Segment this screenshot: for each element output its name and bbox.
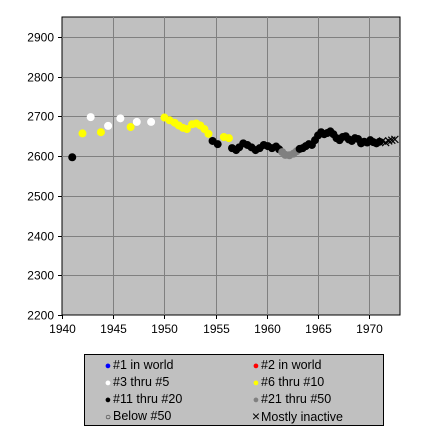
legend-item-top6_10: ● #6 thru #10 xyxy=(251,374,325,390)
data-point-top6_10 xyxy=(126,123,135,132)
x-tick-label: 1965 xyxy=(305,322,332,336)
y-tick-label: 2600 xyxy=(27,150,54,164)
legend-label: #6 thru #10 xyxy=(261,375,325,389)
legend-item-top3_5: ● #3 thru #5 xyxy=(103,374,170,390)
x-tick-label: 1960 xyxy=(254,322,281,336)
x-tick-label: 1945 xyxy=(100,322,127,336)
legend-item-top21_50: ● #21 thru #50 xyxy=(251,391,332,407)
data-point-top6_10 xyxy=(182,125,191,134)
y-tick-label: 2800 xyxy=(27,71,54,85)
data-point-top11_20 xyxy=(68,153,77,162)
plot-area xyxy=(61,16,401,316)
legend-item-top11_20: ● #11 thru #20 xyxy=(103,391,183,407)
legend-item-below50: ○ Below #50 xyxy=(103,408,171,424)
legend-label: #11 thru #20 xyxy=(113,392,183,406)
data-point-top6_10 xyxy=(96,128,105,137)
y-tick-label: 2200 xyxy=(27,309,54,323)
data-point-top6_10 xyxy=(78,129,87,138)
data-point-top3_5 xyxy=(104,121,113,130)
legend: ● #1 in world ● #2 in world ● #3 thru #5 ● #6 t… xyxy=(84,354,384,426)
y-tick-label: 2900 xyxy=(27,31,54,45)
legend-marker: × xyxy=(251,408,261,424)
data-point-top3_5 xyxy=(147,117,156,126)
data-point-top6_10 xyxy=(204,129,213,138)
data-point-top6_10 xyxy=(224,134,233,143)
legend-marker: ● xyxy=(104,360,112,372)
legend-marker: ● xyxy=(252,394,260,406)
y-tick-label: 2500 xyxy=(27,190,54,204)
y-tick-label: 2700 xyxy=(27,110,54,124)
legend-marker: ● xyxy=(104,377,112,389)
legend-label: #1 in world xyxy=(113,358,174,372)
legend-marker: ● xyxy=(252,377,260,389)
data-point-top11_20 xyxy=(213,140,222,149)
x-axis: 1940 1945 1950 1955 1960 1965 1970 xyxy=(49,315,383,336)
data-point-top3_5 xyxy=(86,113,95,122)
grid xyxy=(62,17,400,315)
x-tick-label: 1955 xyxy=(203,322,230,336)
legend-item-inactive: ×Mostly inactive xyxy=(251,408,343,424)
legend-label: Mostly inactive xyxy=(261,410,343,424)
legend-marker: ● xyxy=(104,394,112,406)
data-point-top3_5 xyxy=(116,114,125,123)
y-axis: 2200 2300 2400 2500 2600 2700 2800 2900 xyxy=(27,31,62,323)
y-tick-label: 2300 xyxy=(27,269,54,283)
legend-label: #21 thru #50 xyxy=(261,392,332,406)
data-points xyxy=(68,113,399,162)
legend-label: #3 thru #5 xyxy=(113,375,170,389)
data-point-top3_5 xyxy=(132,117,141,126)
legend-item-top2: ● #2 in world xyxy=(251,357,322,373)
data-point-inactive xyxy=(390,135,399,144)
y-tick-label: 2400 xyxy=(27,230,54,244)
legend-label: #2 in world xyxy=(261,358,322,372)
x-tick-label: 1940 xyxy=(49,322,76,336)
legend-label: Below #50 xyxy=(113,409,172,423)
legend-marker: ● xyxy=(252,360,260,372)
x-tick-label: 1970 xyxy=(356,322,383,336)
legend-marker: ○ xyxy=(104,412,112,423)
legend-item-top1: ● #1 in world xyxy=(103,357,174,373)
x-tick-label: 1950 xyxy=(151,322,178,336)
